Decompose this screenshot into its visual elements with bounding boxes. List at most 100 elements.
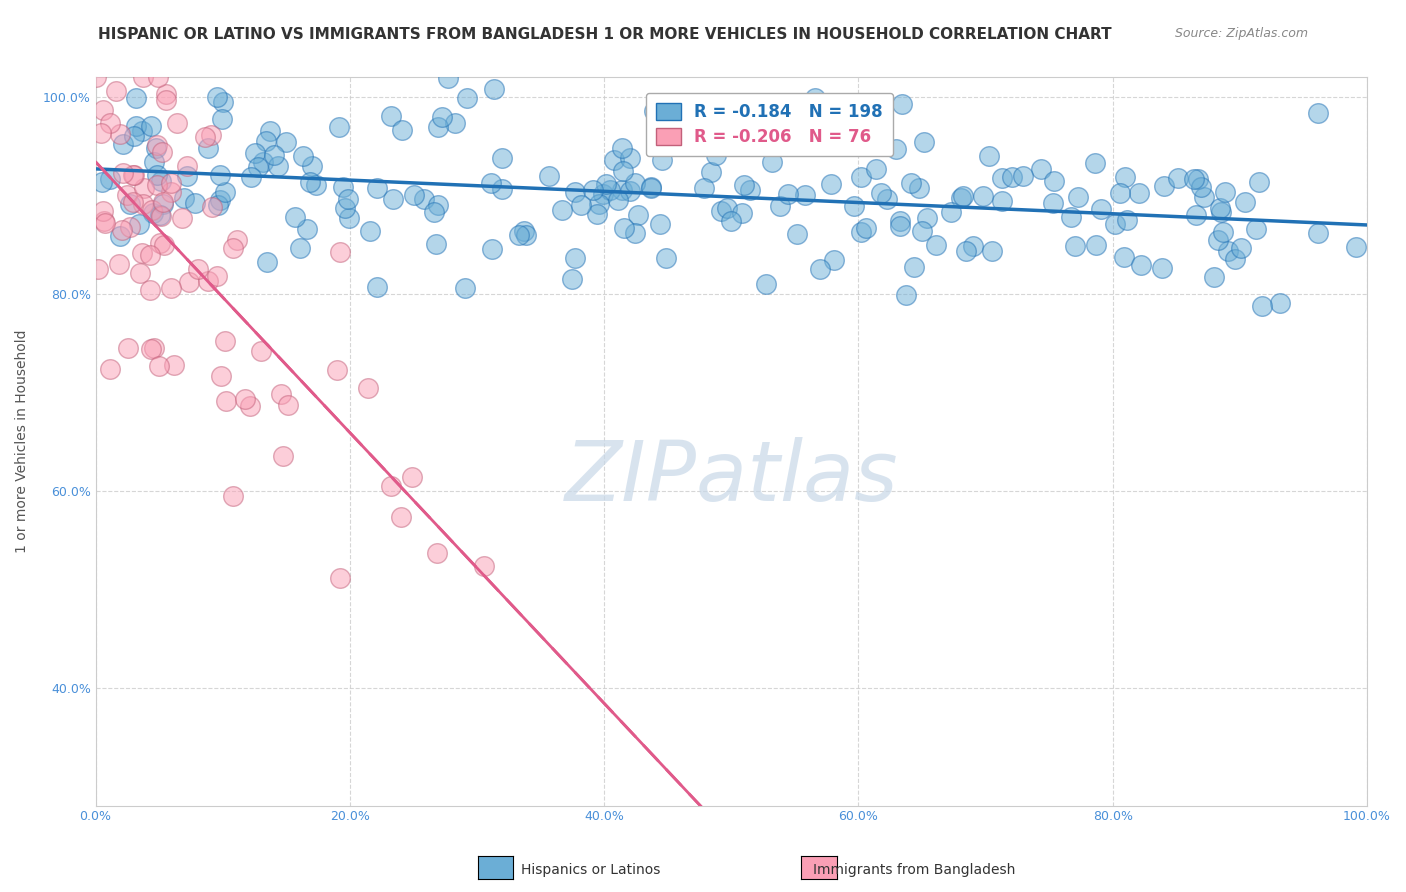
Point — [731, 206, 754, 220]
Point — [603, 153, 626, 167]
Point — [98, 172, 121, 186]
Point — [1084, 156, 1107, 170]
Point — [149, 235, 172, 250]
Point — [173, 191, 195, 205]
Point — [139, 283, 162, 297]
Point — [1108, 186, 1130, 200]
Point — [472, 558, 495, 573]
Point — [1209, 204, 1232, 219]
Point — [122, 129, 145, 144]
Point — [1116, 212, 1139, 227]
Point — [804, 91, 827, 105]
Point — [98, 116, 121, 130]
Point — [305, 178, 328, 193]
Point — [94, 216, 117, 230]
Point — [991, 194, 1014, 209]
Point — [1112, 250, 1135, 264]
Point — [437, 71, 460, 86]
Point — [1153, 178, 1175, 193]
Point — [380, 109, 402, 123]
Point — [613, 220, 636, 235]
Point — [823, 253, 845, 268]
Point — [1208, 202, 1230, 216]
Point — [768, 199, 790, 213]
Point — [1189, 179, 1212, 194]
Point — [325, 363, 347, 377]
Point — [207, 90, 229, 104]
Point — [479, 176, 502, 190]
Point — [122, 168, 145, 182]
Point — [595, 177, 617, 191]
Point — [891, 96, 914, 111]
Point — [915, 211, 938, 226]
Point — [211, 95, 233, 109]
Point — [222, 241, 245, 255]
Point — [939, 204, 962, 219]
Point — [422, 205, 444, 219]
Point — [1233, 194, 1256, 209]
Point — [149, 208, 172, 222]
Point — [214, 185, 236, 199]
Point — [793, 188, 815, 202]
Point — [233, 392, 256, 407]
Point — [329, 244, 352, 259]
Point — [111, 166, 134, 180]
Point — [456, 91, 478, 105]
Point — [254, 134, 277, 148]
Point — [134, 181, 156, 195]
Point — [842, 199, 865, 213]
Point — [128, 217, 150, 231]
Point — [1167, 171, 1189, 186]
Point — [1130, 258, 1153, 272]
Point — [612, 163, 634, 178]
Text: Immigrants from Bangladesh: Immigrants from Bangladesh — [813, 863, 1015, 877]
Point — [271, 449, 294, 463]
Point — [284, 210, 307, 224]
Point — [139, 247, 162, 261]
Point — [222, 489, 245, 503]
Point — [991, 171, 1014, 186]
Point — [160, 177, 183, 191]
Point — [426, 120, 449, 135]
Point — [912, 135, 935, 149]
Point — [1114, 170, 1136, 185]
Point — [716, 201, 738, 215]
Point — [733, 178, 755, 192]
Point — [425, 237, 447, 252]
Point — [366, 181, 388, 195]
Text: HISPANIC OR LATINO VS IMMIGRANTS FROM BANGLADESH 1 OR MORE VEHICLES IN HOUSEHOLD: HISPANIC OR LATINO VS IMMIGRANTS FROM BA… — [98, 27, 1112, 42]
Point — [117, 187, 139, 202]
Point — [515, 227, 537, 242]
Point — [952, 189, 974, 203]
Point — [1031, 162, 1053, 177]
Point — [1085, 237, 1108, 252]
Point — [606, 194, 628, 208]
Point — [298, 176, 321, 190]
Point — [150, 174, 173, 188]
Point — [240, 169, 263, 184]
Point — [727, 136, 749, 151]
Point — [215, 393, 238, 408]
Point — [295, 221, 318, 235]
Point — [208, 168, 231, 182]
Point — [131, 124, 153, 138]
Point — [117, 342, 139, 356]
Point — [786, 227, 808, 241]
Point — [610, 183, 633, 197]
Point — [755, 277, 778, 291]
Point — [357, 381, 380, 395]
Point — [955, 244, 977, 258]
Point — [870, 186, 893, 201]
Point — [564, 185, 586, 199]
Point — [1067, 190, 1090, 204]
Point — [900, 176, 922, 190]
Point — [124, 120, 146, 134]
Point — [911, 224, 934, 238]
Point — [481, 242, 503, 256]
Point — [624, 226, 647, 240]
Text: ZIPatlas: ZIPatlas — [565, 437, 898, 518]
Point — [582, 183, 605, 197]
Point — [1042, 196, 1064, 211]
Point — [884, 142, 907, 156]
Point — [183, 195, 205, 210]
